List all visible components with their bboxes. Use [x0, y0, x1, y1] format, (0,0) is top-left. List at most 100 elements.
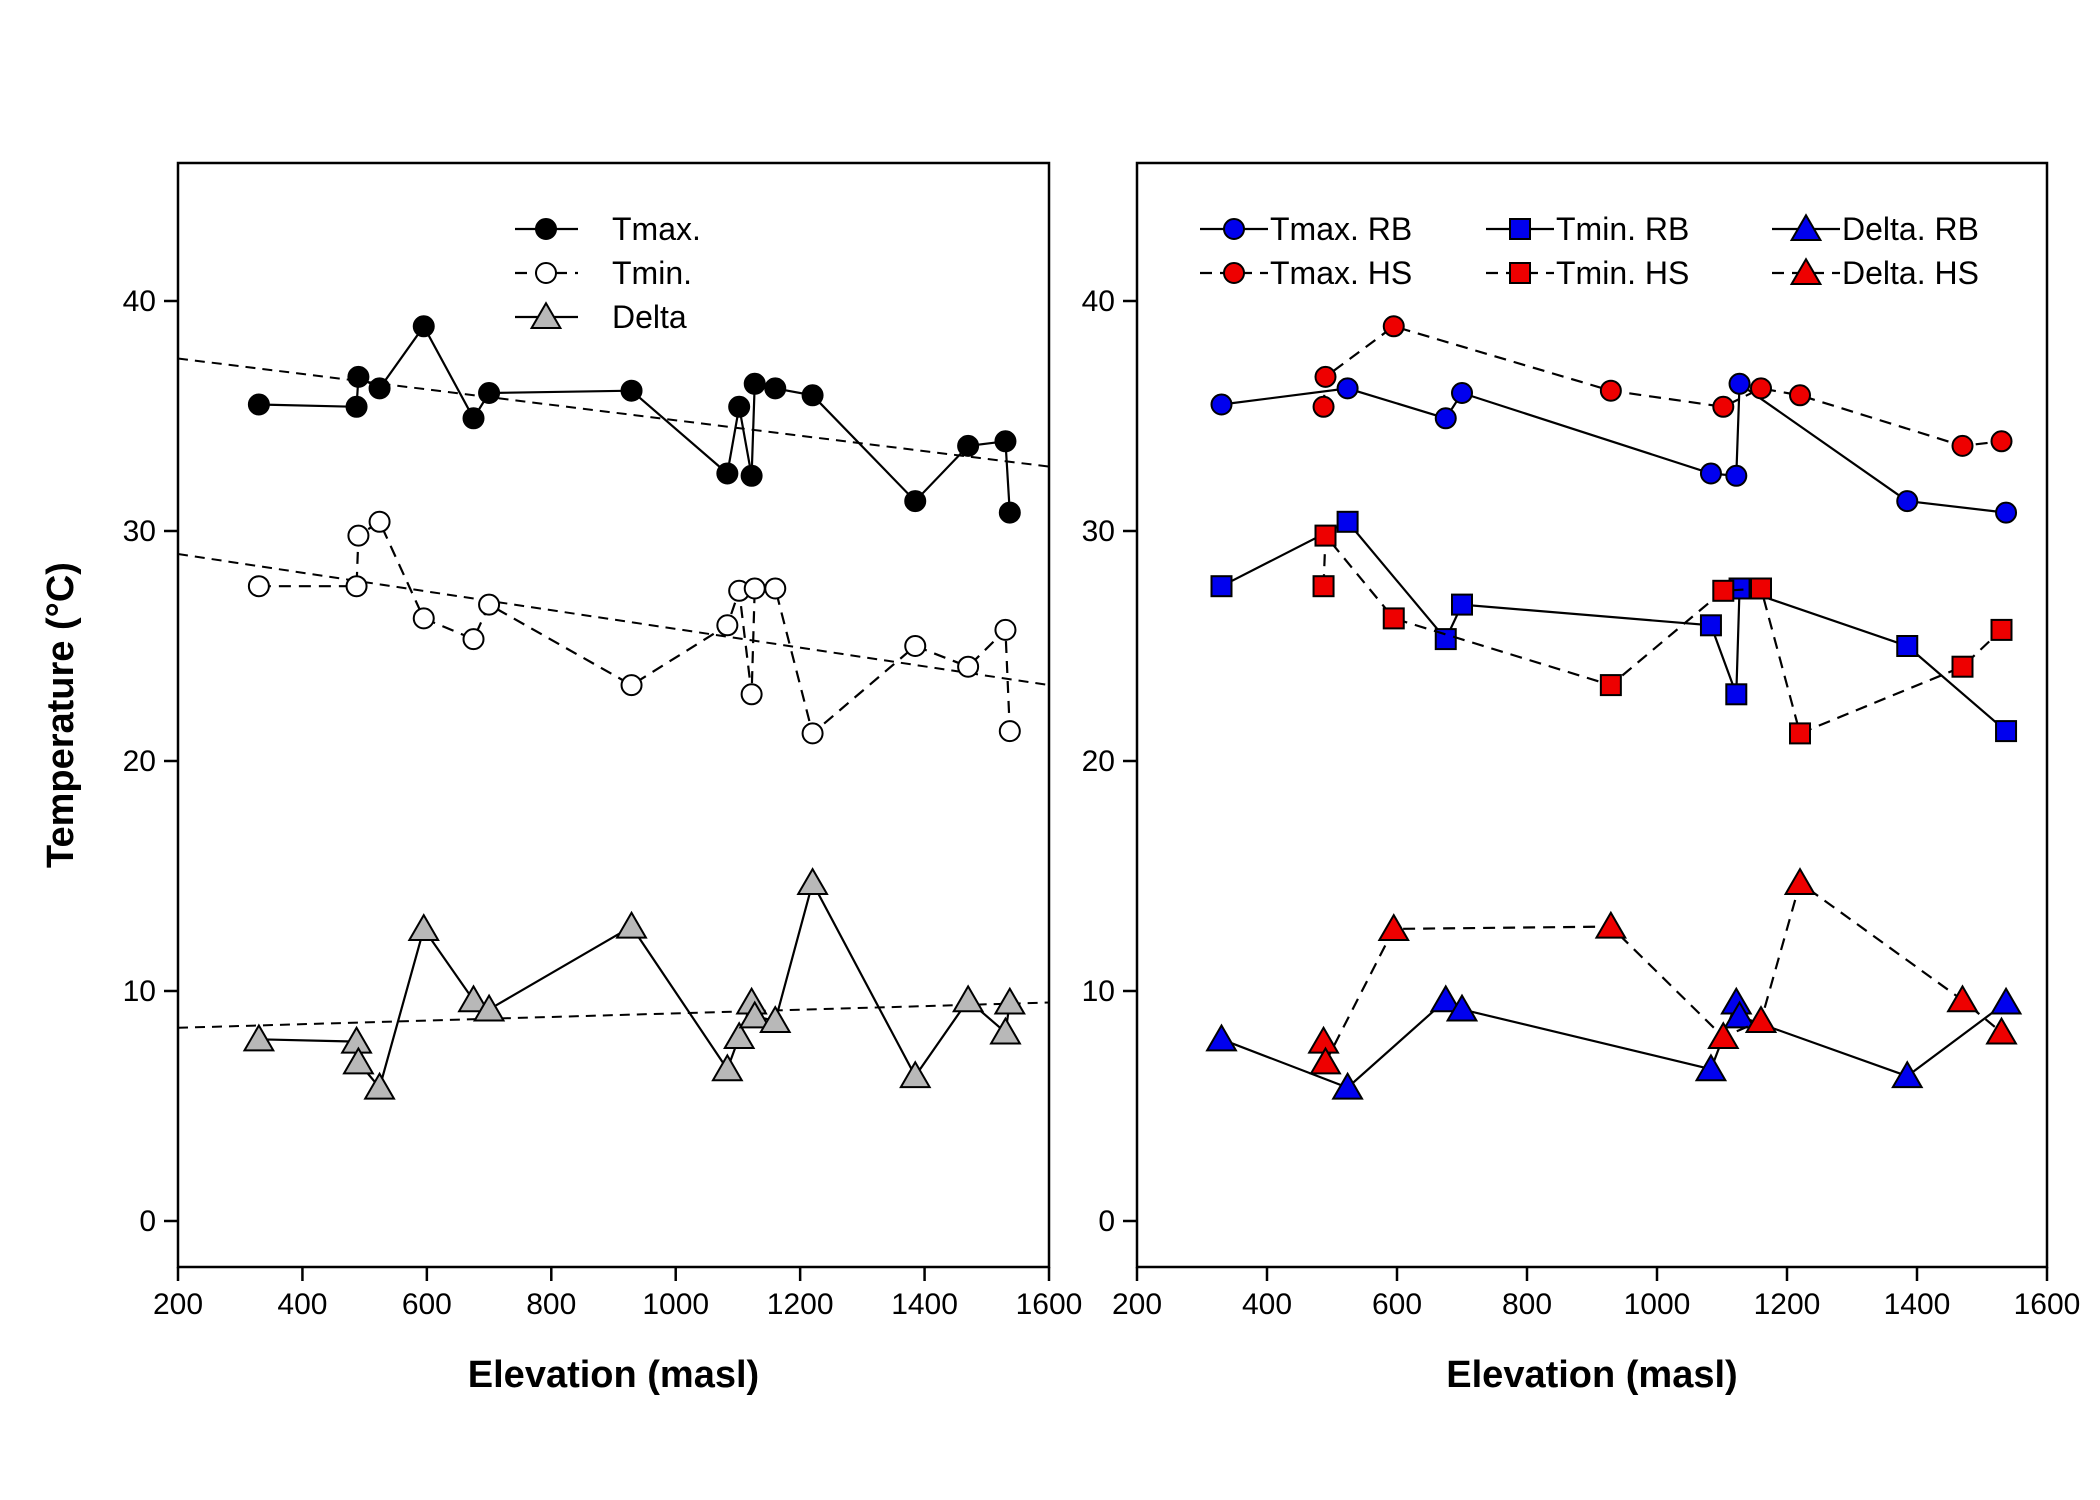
x-tick-label: 1600: [1016, 1288, 1083, 1321]
y-tick-label: 40: [123, 285, 156, 318]
x-tick-label: 1200: [767, 1288, 834, 1321]
data-point: [951, 984, 985, 1013]
data-point: [347, 365, 370, 388]
data-point: [363, 1071, 396, 1100]
x-tick-label: 400: [1242, 1288, 1292, 1321]
legend-item: Tmax.: [515, 211, 701, 247]
data-point: [1750, 577, 1772, 600]
data-point: [1445, 993, 1479, 1022]
data-point: [801, 722, 824, 745]
legend-label: Tmax. HS: [1270, 255, 1412, 291]
data-point: [1451, 382, 1473, 404]
data-point: [801, 384, 824, 407]
legend-item: Delta. HS: [1772, 255, 1979, 291]
data-point: [1725, 464, 1748, 487]
data-point: [1382, 607, 1405, 630]
legend: Tmax. Tmin. Delta: [515, 211, 701, 335]
legend-label: Delta. HS: [1842, 255, 1979, 291]
data-point: [1336, 510, 1359, 533]
data-point: [728, 395, 751, 418]
data-point: [620, 379, 643, 402]
data-point: [1210, 575, 1233, 598]
series-tmax-hs: [1312, 315, 2013, 457]
data-point: [764, 377, 787, 400]
data-point: [743, 577, 766, 600]
data-point: [989, 1016, 1022, 1045]
data-point: [247, 393, 270, 416]
x-axis-title: Elevation (masl): [1446, 1354, 1737, 1396]
legend-item: Delta: [515, 299, 687, 335]
plot-frame: [1135, 161, 2049, 1269]
series-line: [1220, 520, 2007, 732]
legend-item: Delta. RB: [1772, 211, 1979, 247]
data-point: [407, 913, 440, 941]
legend-item: Tmin. HS: [1486, 255, 1689, 291]
data-point: [247, 575, 270, 598]
x-tick-label: 600: [402, 1288, 452, 1321]
legend-label: Tmin. HS: [1556, 255, 1689, 291]
trendline-1: [177, 357, 1050, 468]
chart-panel-2: 200 400 600 800 1000 1200 1400 1600 0 10 20 30 40 Ele…: [1082, 161, 2080, 1396]
legend: Tmax. RB Tmin. RB Delta. RB Tmax. HS Tmin. H…: [1200, 211, 1979, 291]
data-point: [345, 575, 368, 598]
legend-marker: [1223, 218, 1245, 240]
legend-marker: [535, 262, 557, 284]
data-point: [1599, 379, 1622, 402]
data-point: [340, 1025, 373, 1054]
data-point: [478, 382, 501, 404]
data-point: [1699, 462, 1722, 485]
data-point: [998, 501, 1021, 524]
legend-label: Tmax. RB: [1270, 211, 1412, 247]
data-point: [347, 524, 370, 547]
data-point: [993, 986, 1026, 1015]
x-tick-label: 1400: [1884, 1288, 1951, 1321]
legend-label: Delta: [612, 299, 687, 335]
data-point: [1699, 614, 1722, 637]
data-point: [957, 655, 980, 678]
data-point: [1314, 524, 1337, 547]
x-tick-label: 800: [1502, 1288, 1552, 1321]
data-point: [1723, 1000, 1756, 1029]
data-point: [1594, 910, 1627, 939]
data-point: [899, 1060, 932, 1089]
x-tick-label: 400: [277, 1288, 327, 1321]
data-point: [904, 635, 927, 657]
legend-item: Tmax. HS: [1200, 255, 1412, 291]
data-point: [796, 867, 829, 895]
data-point: [1990, 618, 2013, 641]
data-point: [1309, 1046, 1342, 1075]
legend-marker: [1509, 218, 1531, 240]
series-line: [1322, 532, 2003, 735]
y-tick-label: 40: [1082, 285, 1115, 318]
plot-frame: [176, 161, 1051, 1269]
data-point: [1451, 593, 1473, 616]
legend-marker: [529, 301, 563, 330]
data-point: [1707, 1021, 1740, 1050]
x-tick-label: 600: [1372, 1288, 1422, 1321]
data-point: [1694, 1053, 1728, 1082]
data-point: [345, 395, 368, 418]
y-axis: 0 10 20 30 40: [1082, 285, 1137, 1238]
data-point: [1307, 1025, 1340, 1054]
x-tick-label: 1400: [891, 1288, 958, 1321]
data-point: [242, 1023, 276, 1052]
data-point: [457, 984, 490, 1013]
data-point: [716, 462, 739, 485]
data-point: [1599, 674, 1622, 697]
legend-label: Delta. RB: [1842, 211, 1979, 247]
series-line: [1322, 881, 2003, 1067]
legend-label: Tmin.: [612, 255, 692, 291]
data-point: [1946, 984, 1979, 1013]
data-point: [1728, 372, 1751, 395]
data-point: [1789, 384, 1811, 407]
series-tmax-rb: [1210, 372, 2018, 524]
series-line: [258, 520, 1011, 736]
data-point: [1951, 434, 1974, 457]
series-line: [1221, 381, 2007, 514]
data-point: [1995, 501, 2018, 524]
legend-marker: [1223, 262, 1245, 284]
data-point: [743, 372, 766, 395]
data-point: [1725, 683, 1748, 706]
legend-item: Tmin.: [515, 255, 692, 291]
